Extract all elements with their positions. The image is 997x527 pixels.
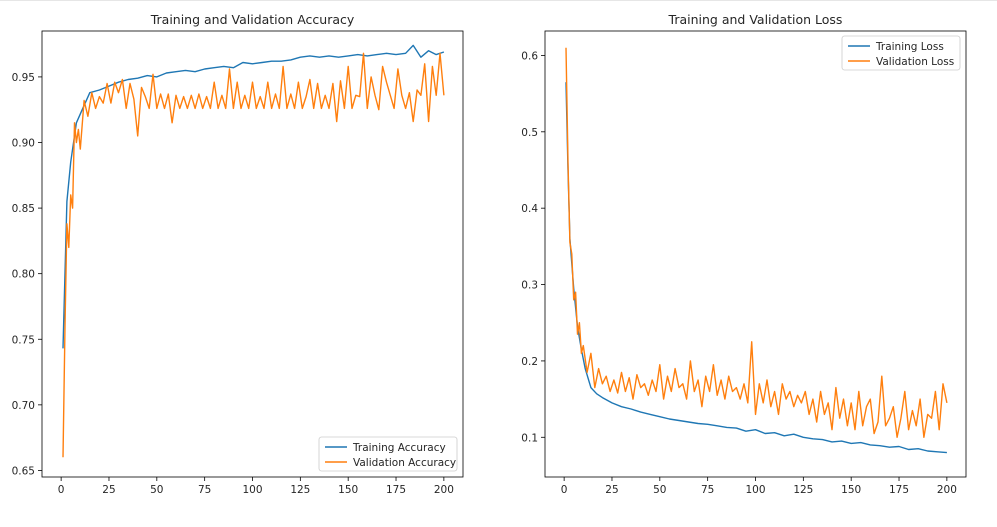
loss-x-tick-label: 100 <box>745 484 765 496</box>
loss-y-tick-label: 0.3 <box>521 280 538 292</box>
loss-y-tick-label: 0.4 <box>521 203 538 215</box>
accuracy-y-tick-label: 0.90 <box>12 138 35 150</box>
accuracy-chart-title: Training and Validation Accuracy <box>150 12 355 27</box>
accuracy-x-tick-label: 175 <box>386 484 406 496</box>
loss-legend-label-validation: Validation Loss <box>876 56 954 68</box>
accuracy-chart: Training and Validation Accuracy 0 25 50 75 1… <box>12 12 464 496</box>
accuracy-legend-label-training: Training Accuracy <box>352 442 446 454</box>
loss-x-tick-label: 25 <box>605 484 618 496</box>
accuracy-y-tick-label: 0.80 <box>12 269 35 281</box>
accuracy-x-tick-label: 150 <box>338 484 358 496</box>
loss-x-tick-label: 0 <box>561 484 568 496</box>
accuracy-legend-label-validation: Validation Accuracy <box>353 457 456 469</box>
loss-x-tick-label: 125 <box>793 484 813 496</box>
accuracy-x-tick-label: 0 <box>58 484 65 496</box>
loss-x-tick-label: 175 <box>889 484 909 496</box>
loss-legend <box>841 35 961 71</box>
accuracy-plot-frame <box>41 30 464 478</box>
accuracy-x-tick-label: 50 <box>150 484 163 496</box>
accuracy-series-validation-line <box>62 52 445 458</box>
accuracy-y-tick-label: 0.95 <box>12 72 35 84</box>
loss-y-tick-label: 0.2 <box>521 356 538 368</box>
accuracy-series-training-line <box>62 44 445 349</box>
loss-x-tick-label: 75 <box>701 484 714 496</box>
loss-x-tick-label: 200 <box>937 484 957 496</box>
loss-series-validation-line <box>565 47 948 438</box>
loss-x-tick-label: 150 <box>841 484 861 496</box>
accuracy-y-tick-label: 0.70 <box>12 400 35 412</box>
loss-series-training-line <box>565 82 947 454</box>
accuracy-x-tick-label: 75 <box>198 484 211 496</box>
loss-y-tick-label: 0.6 <box>521 50 538 62</box>
accuracy-x-tick-label: 125 <box>290 484 310 496</box>
accuracy-y-tick-label: 0.65 <box>12 465 35 477</box>
loss-chart-title: Training and Validation Loss <box>668 12 843 27</box>
loss-chart: Training and Validation Loss 0 25 50 75 100 12… <box>521 12 967 496</box>
accuracy-y-tick-label: 0.75 <box>12 334 35 346</box>
accuracy-x-tick-label: 200 <box>434 484 454 496</box>
accuracy-legend <box>318 436 458 472</box>
loss-legend-label-training: Training Loss <box>875 41 944 53</box>
accuracy-y-tick-label: 0.85 <box>12 203 35 215</box>
loss-y-tick-label: 0.1 <box>521 432 538 444</box>
top-divider <box>0 0 997 1</box>
accuracy-x-tick-label: 100 <box>242 484 262 496</box>
loss-x-tick-label: 50 <box>653 484 666 496</box>
loss-y-tick-label: 0.5 <box>521 127 538 139</box>
accuracy-x-tick-label: 25 <box>102 484 115 496</box>
